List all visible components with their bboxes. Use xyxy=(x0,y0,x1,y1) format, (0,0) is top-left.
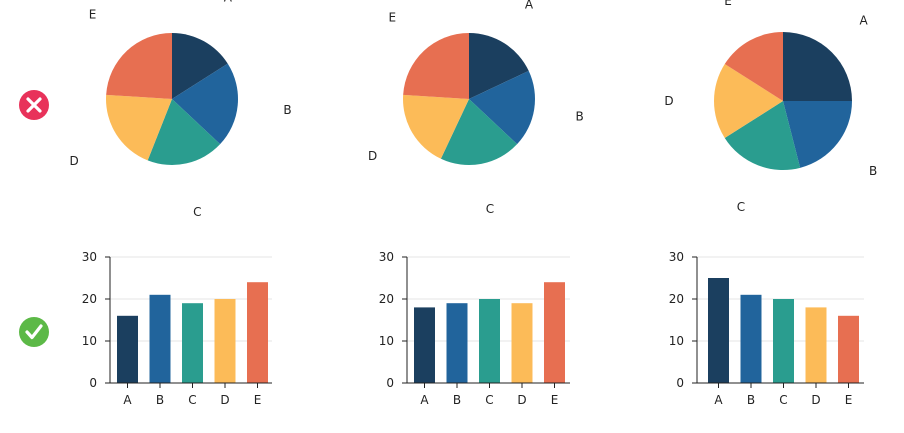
pie-label-E: E xyxy=(89,7,97,21)
bar-B xyxy=(740,294,762,383)
bar-E xyxy=(838,315,859,383)
pie-label-E: E xyxy=(724,0,732,8)
pie-slice-E xyxy=(403,33,469,99)
pie-slice-E xyxy=(724,32,783,101)
x-tick-label-A: A xyxy=(123,393,132,407)
pie-slice-D xyxy=(105,94,172,161)
y-tick-label: 20 xyxy=(669,292,684,306)
x-tick-label-B: B xyxy=(453,393,461,407)
y-tick-label: 30 xyxy=(669,250,684,264)
bar-C xyxy=(773,299,794,383)
x-tick-label-D: D xyxy=(220,393,229,407)
charts-layer: ABCDEABCDEABCDE0102030ABCDE0102030ABCDE0… xyxy=(69,0,877,407)
pie-slice-A xyxy=(783,32,852,101)
bar-D xyxy=(214,299,236,383)
pie-slice-C xyxy=(147,99,221,166)
pie-slice-C xyxy=(724,101,801,170)
y-tick-label: 20 xyxy=(379,292,394,306)
pie-slice-A xyxy=(172,33,228,99)
pie-label-D: D xyxy=(664,94,673,108)
pie-label-C: C xyxy=(193,205,201,219)
y-tick-label: 30 xyxy=(379,250,394,264)
y-tick-label: 0 xyxy=(386,376,394,390)
pie-label-B: B xyxy=(869,164,877,178)
pie-label-A: A xyxy=(859,13,868,27)
pie-label-B: B xyxy=(283,103,291,117)
bar-A xyxy=(414,307,435,383)
pie-slice-D xyxy=(713,64,783,138)
y-tick-label: 0 xyxy=(676,376,684,390)
y-tick-label: 10 xyxy=(379,334,394,348)
pie-slice-B xyxy=(469,70,535,145)
bar-E xyxy=(247,282,268,383)
pie-label-D: D xyxy=(368,149,377,163)
x-tick-label-E: E xyxy=(845,393,853,407)
x-tick-label-C: C xyxy=(188,393,196,407)
good-badge xyxy=(19,317,49,347)
x-mark-icon xyxy=(26,97,42,113)
bar-chart-2: 0 10 20 30 A B C D E xyxy=(379,250,570,407)
pie-label-C: C xyxy=(737,200,745,214)
y-tick-label: 20 xyxy=(82,292,97,306)
y-tick-label: 0 xyxy=(89,376,97,390)
bar-D xyxy=(805,307,827,383)
check-mark-icon xyxy=(25,324,43,340)
x-tick-label-D: D xyxy=(517,393,526,407)
bar-E xyxy=(544,282,565,383)
x-tick-label-A: A xyxy=(420,393,429,407)
bar-chart-3: 0 10 20 30 A B C D E xyxy=(669,250,864,407)
bar-C xyxy=(479,299,500,383)
pie-slice-C xyxy=(440,99,518,165)
x-tick-label-C: C xyxy=(485,393,493,407)
pie-label-A: A xyxy=(525,0,534,11)
bar-A xyxy=(708,278,729,383)
x-tick-label-A: A xyxy=(714,393,723,407)
x-tick-label-D: D xyxy=(811,393,820,407)
bar-B xyxy=(446,303,468,383)
pie-label-E: E xyxy=(389,10,397,24)
good-badge-circle xyxy=(19,317,49,347)
bar-C xyxy=(182,303,203,383)
y-tick-label: 10 xyxy=(669,334,684,348)
pie-chart-3: A B C D E xyxy=(664,0,877,214)
pie-label-A: A xyxy=(224,0,233,4)
bar-A xyxy=(117,315,138,383)
y-tick-label: 30 xyxy=(82,250,97,264)
pie-chart-2: A B C D E xyxy=(368,0,584,216)
x-tick-label-B: B xyxy=(747,393,755,407)
pie-label-D: D xyxy=(69,154,78,168)
pie-slice-E xyxy=(106,33,172,99)
pie-slice-A xyxy=(469,33,529,99)
pie-label-C: C xyxy=(486,202,494,216)
bar-B xyxy=(149,294,171,383)
x-tick-label-E: E xyxy=(551,393,559,407)
pie-slice-D xyxy=(402,94,469,159)
bar-D xyxy=(511,303,533,383)
pie-slice-B xyxy=(172,63,239,145)
x-tick-label-B: B xyxy=(156,393,164,407)
pie-slice-B xyxy=(783,101,852,168)
x-tick-label-C: C xyxy=(779,393,787,407)
pie-label-B: B xyxy=(575,110,583,124)
pie-chart-1: A B C D E xyxy=(69,0,291,219)
bar-chart-1: 0 10 20 30 A B C D E xyxy=(82,250,272,407)
x-tick-label-E: E xyxy=(254,393,262,407)
y-tick-label: 10 xyxy=(82,334,97,348)
bad-badge xyxy=(19,90,49,120)
